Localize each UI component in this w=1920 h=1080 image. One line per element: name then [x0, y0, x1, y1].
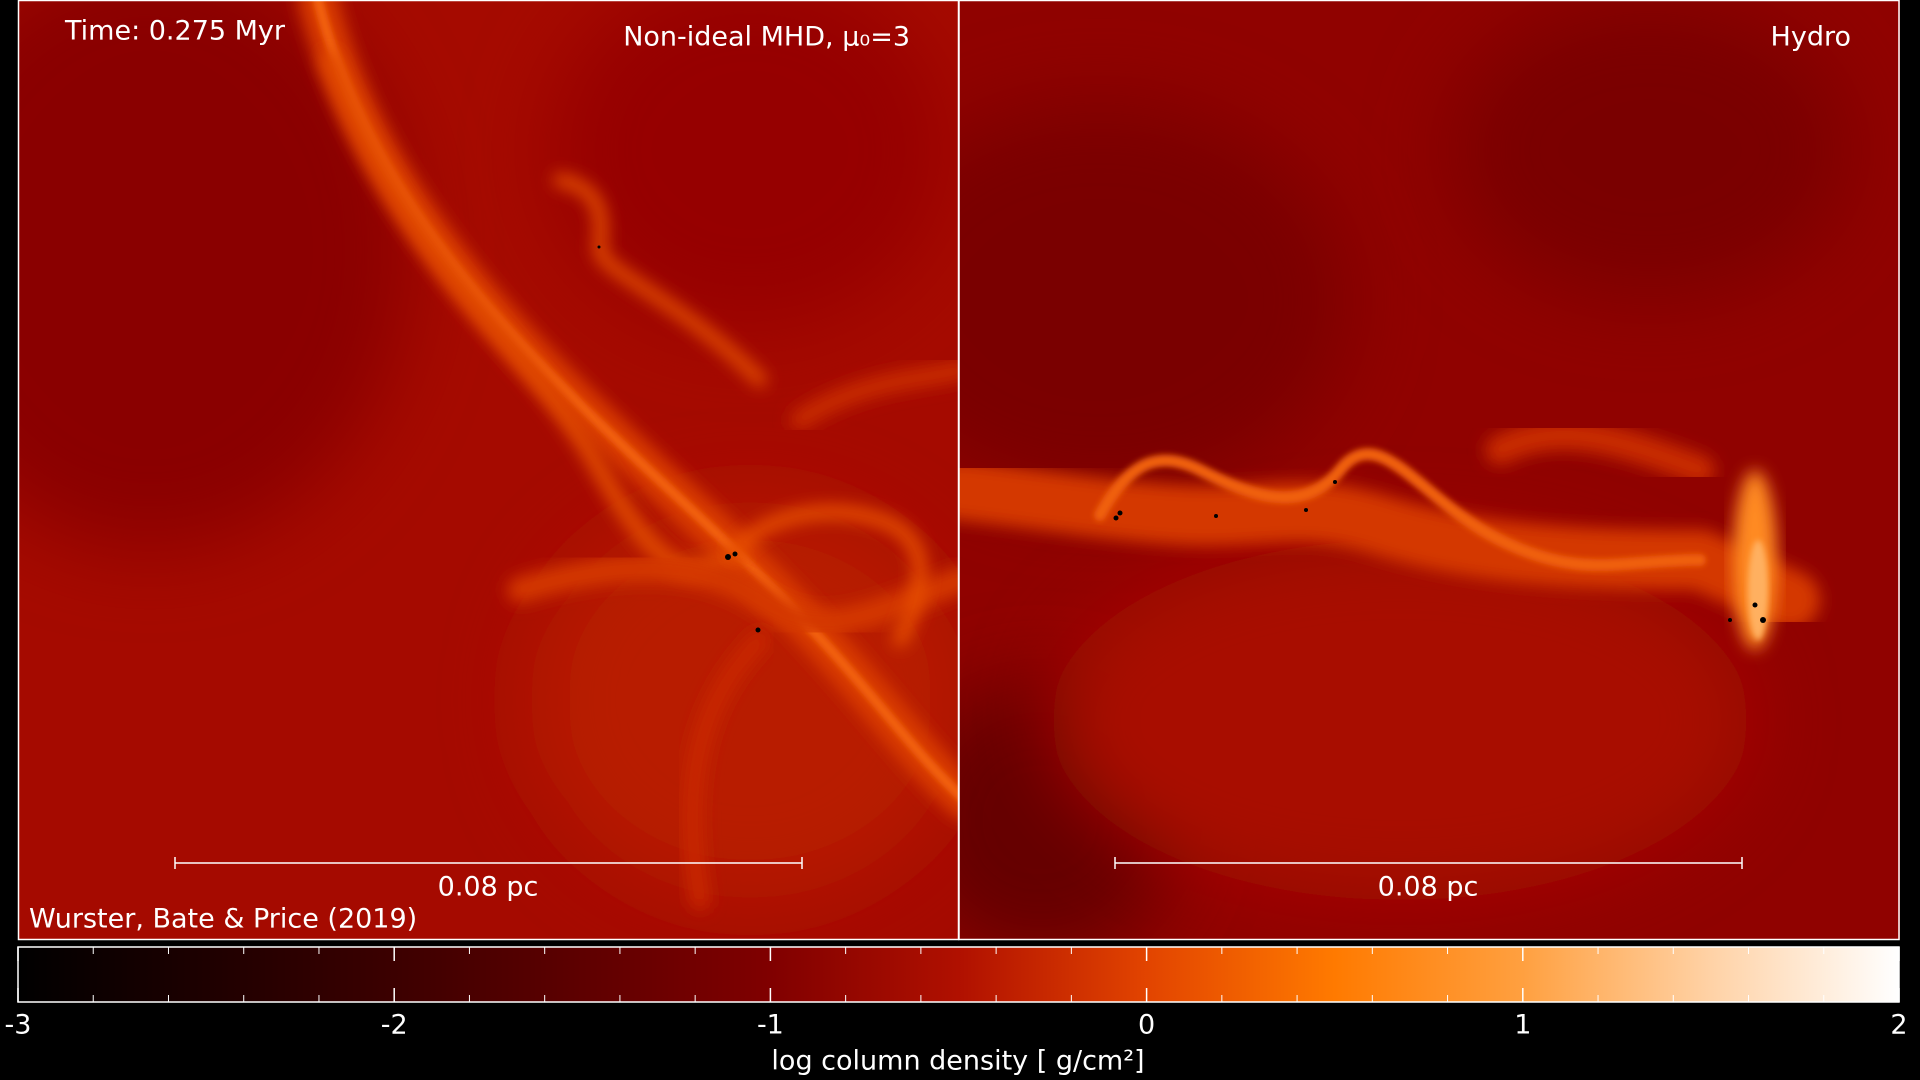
panel-frame [958, 0, 1900, 941]
tick-label: -3 [5, 1010, 32, 1041]
tick-label: -1 [757, 1010, 784, 1041]
scale-label: 0.08 pc [438, 872, 539, 903]
scale-label: 0.08 pc [1378, 872, 1479, 903]
colorbar-label: log column density [ g/cm²] [771, 1046, 1144, 1077]
colorbar [17, 946, 1900, 1003]
mhd-panel [18, 0, 959, 940]
time-label: Time: 0.275 Myr [64, 16, 286, 47]
credit: Wurster, Bate & Price (2019) [29, 904, 417, 935]
hydro-panel [959, 0, 1900, 940]
colorbar-ticks: -3 -2 -1 0 1 2 [5, 947, 1908, 1041]
scale-bars [174, 857, 1743, 869]
tick-label: 1 [1514, 1010, 1531, 1041]
panel-title: Non-ideal MHD, μ₀=3 [623, 22, 910, 53]
panel-title: Hydro [1771, 22, 1851, 53]
tick-label: -2 [381, 1010, 408, 1041]
tick-label: 2 [1890, 1010, 1907, 1041]
tick-label: 0 [1138, 1010, 1155, 1041]
